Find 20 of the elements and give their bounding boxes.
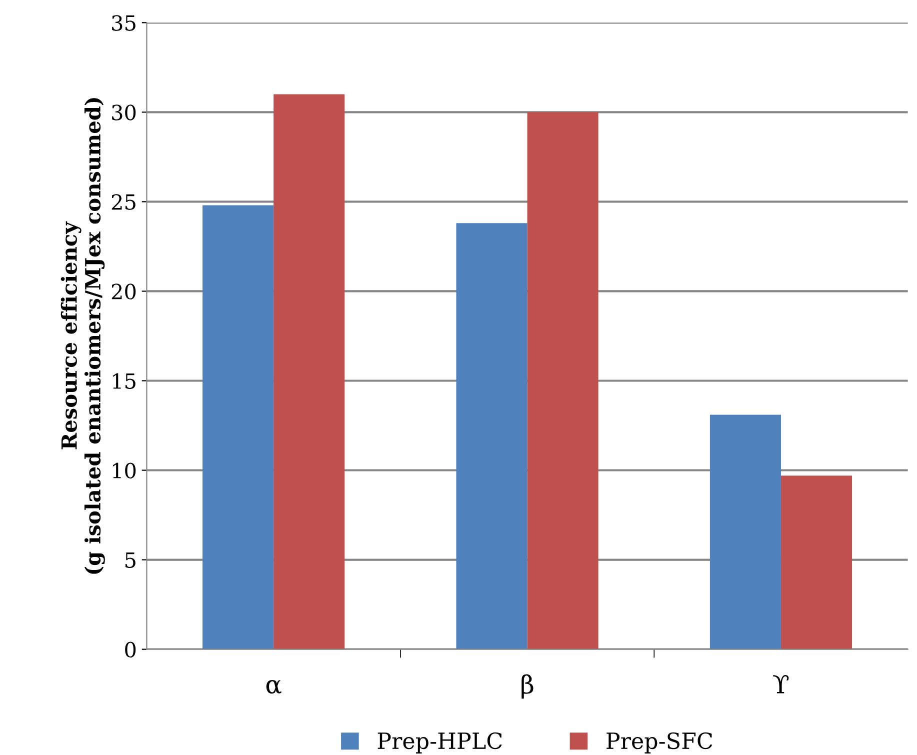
y-tick-label: 30 bbox=[112, 104, 136, 120]
y-tick-label: 10 bbox=[113, 462, 136, 478]
bar bbox=[202, 205, 274, 650]
legend-label: Prep-SFC bbox=[606, 732, 712, 754]
bar bbox=[456, 223, 528, 650]
y-tick-label: 25 bbox=[112, 194, 136, 210]
y-tick-label: 20 bbox=[112, 284, 136, 300]
y-tick-label: 35 bbox=[112, 15, 136, 31]
x-tick-label: ϒ bbox=[773, 675, 789, 694]
x-tick-label: α bbox=[266, 680, 282, 694]
y-tick-label: 15 bbox=[113, 373, 136, 389]
y-axis-title: Resource efficiency (g isolated enantiomers/MJex consumed) bbox=[60, 98, 105, 574]
bar bbox=[710, 414, 781, 650]
x-tick-label: β bbox=[522, 674, 534, 699]
y-tick-label: 5 bbox=[126, 552, 136, 568]
y-tick-label: 0 bbox=[125, 642, 136, 658]
legend-label: Prep-HPLC bbox=[378, 732, 502, 754]
bar bbox=[780, 476, 852, 650]
bar bbox=[274, 94, 345, 650]
bar bbox=[527, 112, 598, 650]
